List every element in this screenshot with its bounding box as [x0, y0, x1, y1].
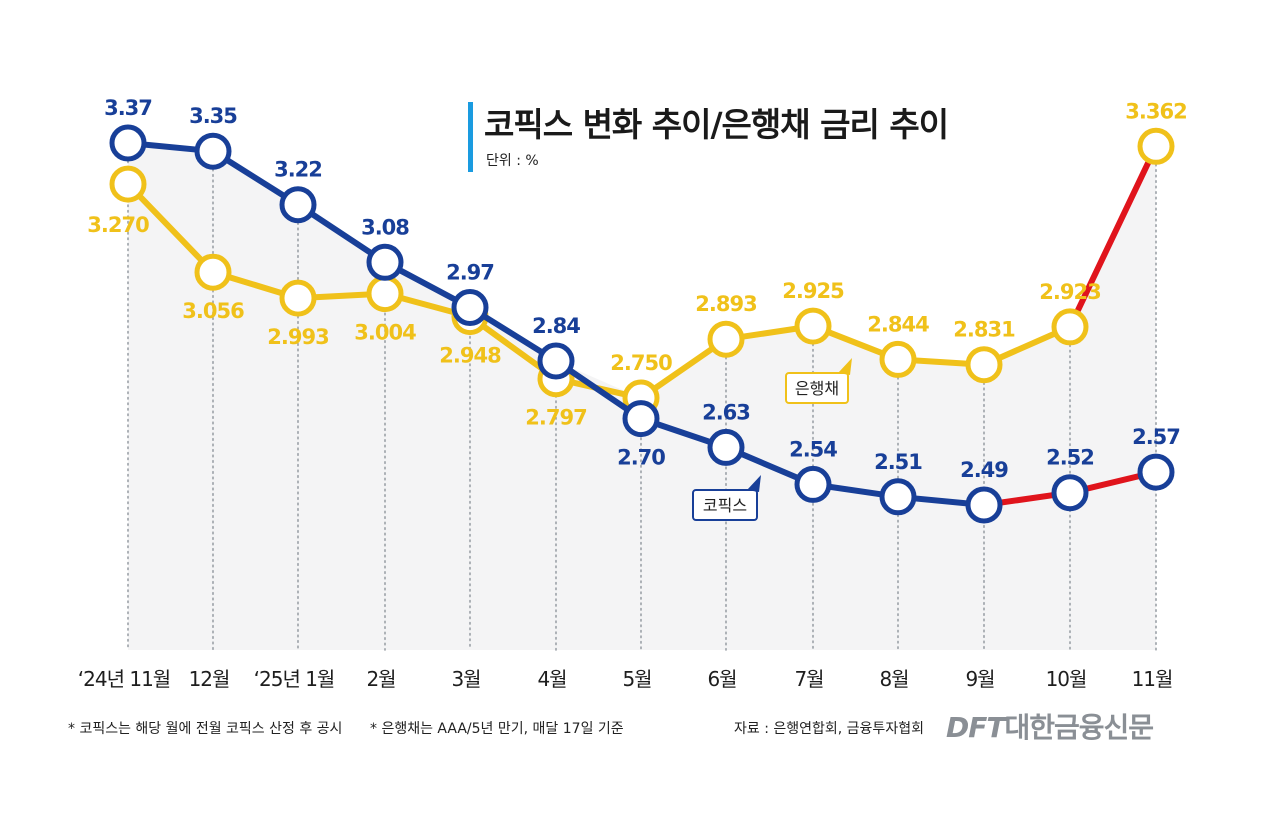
kofix-data-label: 3.37: [104, 96, 152, 120]
x-tick-label: ‘25년 1월: [254, 667, 335, 691]
bond-data-label: 2.948: [439, 344, 501, 368]
bond-line-segment: [125, 181, 216, 276]
bond-point: [879, 340, 917, 378]
bond-data-label: 2.993: [267, 325, 328, 349]
bond-point: [366, 275, 404, 313]
kofix-callout-label: 코픽스: [703, 496, 747, 515]
x-tick-label: 10월: [1046, 667, 1087, 691]
bond-point: [1051, 308, 1089, 346]
kofix-point: [109, 124, 147, 162]
kofix-data-label: 2.70: [617, 446, 665, 470]
kofix-point: [707, 428, 745, 466]
kofix-point: [1051, 474, 1089, 512]
bond-data-label: 2.925: [782, 279, 844, 303]
bond-data-label: 2.797: [525, 406, 586, 430]
bond-data-label: 2.923: [1039, 280, 1100, 304]
logo-korean: 대한금융신문: [1004, 711, 1154, 744]
x-tick-label: 3월: [451, 667, 480, 691]
bond-point: [1137, 127, 1175, 165]
source-note: 자료 : 은행연합회, 금융투자협회: [734, 721, 924, 737]
x-tick-label: ‘24년 11월: [78, 667, 170, 691]
kofix-point: [366, 243, 404, 281]
x-tick-label: 9월: [965, 667, 994, 691]
kofix-data-label: 3.22: [274, 158, 322, 182]
x-tick-label: 7월: [794, 667, 823, 691]
kofix-data-label: 2.57: [1132, 425, 1180, 449]
kofix-data-label: 2.49: [960, 458, 1008, 482]
bond-point: [194, 253, 232, 291]
kofix-data-label: 2.51: [874, 450, 922, 474]
kofix-data-label: 2.97: [446, 261, 494, 285]
logo-latin: DFT: [946, 711, 1005, 744]
kofix-point: [537, 342, 575, 380]
kofix-data-label: 3.08: [361, 215, 409, 239]
kofix-point: [965, 486, 1003, 524]
kofix-data-label: 3.35: [189, 104, 237, 128]
footnote-bond: * 은행채는 AAA/5년 만기, 매달 17일 기준: [370, 721, 624, 737]
bond-point: [794, 307, 832, 345]
bond-data-label: 2.844: [867, 312, 929, 336]
kofix-point: [879, 478, 917, 516]
kofix-data-label: 2.84: [532, 314, 580, 338]
x-tick-label: 4월: [537, 667, 566, 691]
bond-point: [279, 279, 317, 317]
kofix-callout-pointer: [747, 475, 761, 492]
footnote-kofix: * 코픽스는 해당 월에 전월 코픽스 산정 후 공시: [68, 721, 343, 737]
kofix-point: [622, 400, 660, 438]
kofix-point: [451, 289, 489, 326]
title-accent-bar: [468, 102, 473, 172]
chart-title: 코픽스 변화 추이/은행채 금리 추이: [484, 105, 949, 144]
x-tick-label: 8월: [879, 667, 908, 691]
bond-data-label: 2.831: [953, 318, 1015, 342]
kofix-data-label: 2.54: [789, 437, 837, 461]
kofix-point: [194, 132, 232, 170]
unit-label: 단위 : %: [486, 153, 539, 169]
x-tick-label: 5월: [622, 667, 651, 691]
bond-data-label: 3.004: [354, 321, 416, 345]
bond-callout-label: 은행채: [795, 379, 839, 398]
x-tick-label: 11월: [1132, 667, 1173, 691]
bond-series-callout: 은행채: [785, 358, 852, 404]
bond-data-label: 3.270: [87, 213, 149, 237]
bond-data-label: 2.893: [695, 292, 756, 316]
kofix-data-label: 2.63: [702, 400, 750, 424]
bond-data-label: 2.750: [610, 351, 672, 375]
bond-callout-box: [785, 372, 849, 404]
kofix-point: [1137, 453, 1175, 491]
bond-point: [965, 346, 1003, 384]
kofix-series-callout: 코픽스: [692, 475, 761, 521]
bond-callout-pointer: [838, 358, 852, 375]
kofix-point: [794, 465, 832, 503]
bond-data-label: 3.362: [1125, 99, 1186, 123]
x-tick-label: 2월: [366, 667, 395, 691]
bond-point: [707, 320, 745, 358]
x-tick-label: 6월: [707, 667, 736, 691]
bond-line-segment: [1067, 143, 1159, 330]
kofix-point: [279, 186, 317, 224]
bond-data-label: 3.056: [182, 299, 244, 323]
bond-point: [109, 165, 147, 203]
publisher-logo: DFT대한금융신문: [946, 706, 1154, 746]
kofix-data-label: 2.52: [1046, 446, 1094, 470]
kofix-callout-box: [692, 489, 758, 521]
x-tick-label: 12월: [189, 667, 230, 691]
